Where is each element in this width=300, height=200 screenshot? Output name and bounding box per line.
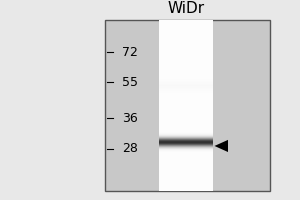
FancyBboxPatch shape (105, 20, 270, 191)
Text: 72: 72 (122, 46, 138, 59)
Polygon shape (214, 140, 228, 152)
Text: 55: 55 (122, 76, 138, 89)
Text: 36: 36 (122, 112, 138, 125)
Text: WiDr: WiDr (167, 1, 205, 16)
FancyBboxPatch shape (159, 20, 213, 191)
Text: 28: 28 (122, 142, 138, 155)
